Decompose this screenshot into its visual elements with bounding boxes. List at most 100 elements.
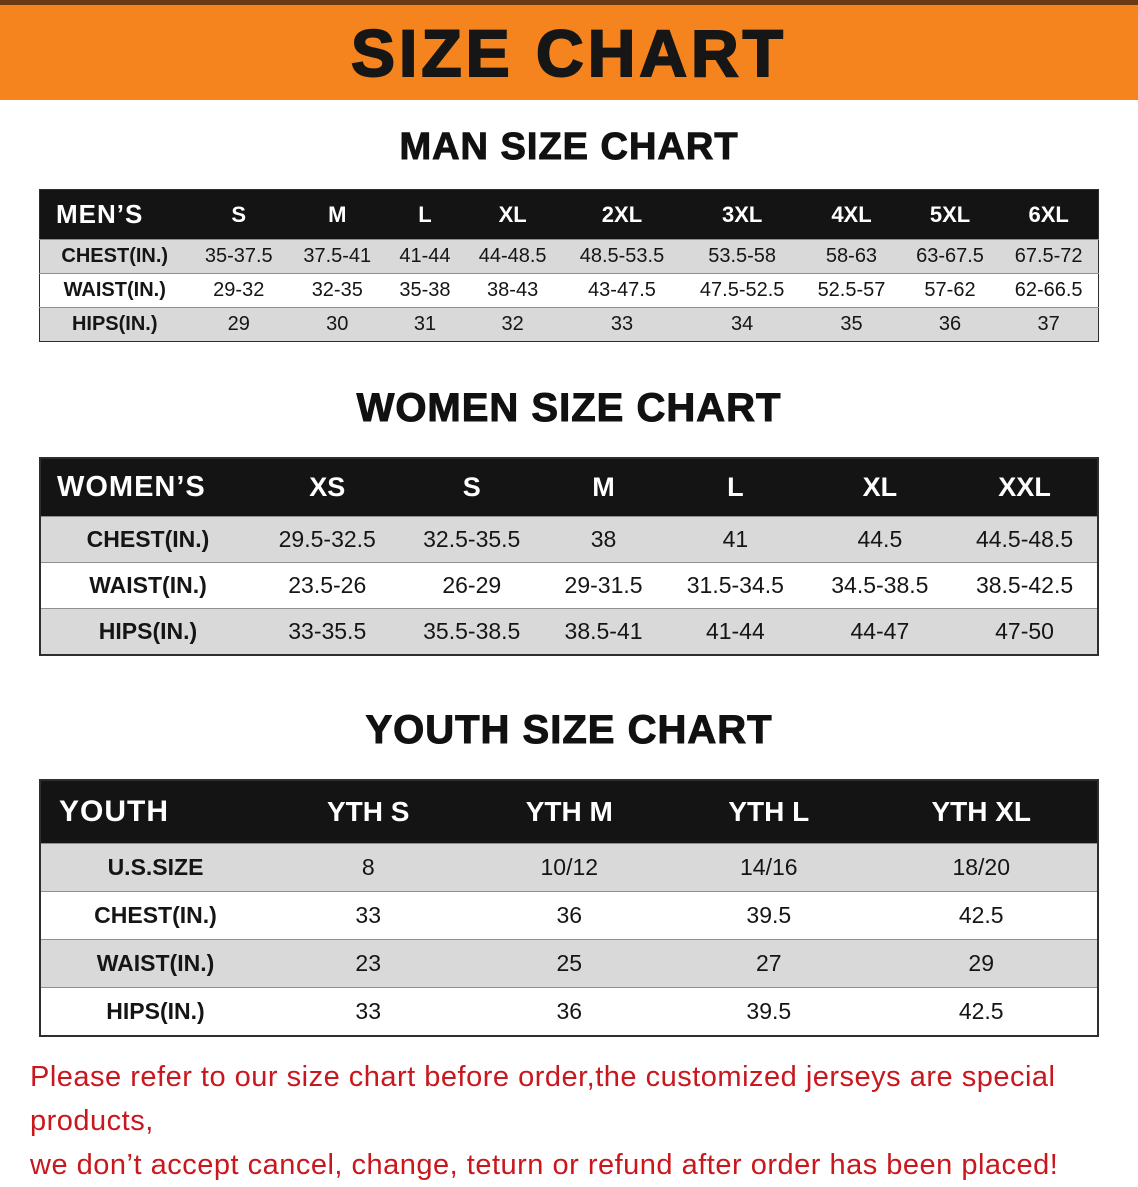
size-value-cell: 8 [270, 843, 467, 892]
size-value-cell: 35.5-38.5 [399, 608, 544, 655]
measurement-row: WAIST(IN.) 23.5-26 26-29 29-31.5 31.5-34.5 34… [40, 562, 1098, 609]
size-value-cell: 43-47.5 [561, 273, 683, 308]
size-column-header: YTH XL [931, 796, 1031, 827]
size-value-cell: 44-47 [807, 608, 953, 655]
size-value-cell: 32.5-35.5 [399, 516, 544, 563]
size-column-header: 3XL [721, 201, 763, 227]
size-value-cell: 26-29 [399, 562, 544, 609]
size-value-cell: 33 [270, 891, 467, 940]
measurement-row: HIPS(IN.) 29 30 31 32 33 34 35 36 37 [39, 307, 1099, 342]
size-value-cell: 52.5-57 [802, 273, 901, 308]
size-value-cell: 29 [865, 939, 1098, 988]
men-size-table: MEN’S S M L XL 2XL 3XL 4XL 5XL 6XL CHEST(IN.) 35-37… [39, 189, 1099, 342]
youth-section-heading: YOUTH SIZE CHART [365, 708, 773, 753]
size-value-cell: 37 [999, 307, 1099, 342]
size-value-cell: 36 [466, 891, 673, 940]
size-value-cell: 53.5-58 [682, 239, 803, 274]
women-size-section: WOMEN SIZE CHART WOMEN’S XS S M L XL XXL CHEST(… [0, 386, 1138, 656]
size-column-header: YTH S [326, 796, 410, 827]
size-column-header: L [418, 201, 432, 227]
size-value-cell: 63-67.5 [900, 239, 1000, 274]
size-value-cell: 33-35.5 [255, 608, 400, 655]
size-value-cell: 32 [463, 307, 562, 342]
table-header-row: MEN’S S M L XL 2XL 3XL 4XL 5XL 6XL [39, 189, 1099, 240]
measurement-row: WAIST(IN.) 29-32 32-35 35-38 38-43 43-47.5 47.… [39, 273, 1099, 308]
size-value-cell: 29 [189, 307, 289, 342]
size-value-cell: 34 [682, 307, 803, 342]
measurement-row: U.S.SIZE 8 10/12 14/16 18/20 [40, 843, 1098, 892]
measurement-row-label: CHEST(IN.) [39, 239, 190, 274]
size-value-cell: 44.5-48.5 [952, 516, 1098, 563]
size-value-cell: 18/20 [865, 843, 1098, 892]
measurement-row-label: WAIST(IN.) [39, 273, 190, 308]
measurement-row: CHEST(IN.) 33 36 39.5 42.5 [40, 891, 1098, 940]
measurement-row-label: WAIST(IN.) [40, 939, 270, 988]
men-size-section: MAN SIZE CHART MEN’S S M L XL 2XL 3XL 4XL 5XL 6XL… [0, 126, 1138, 342]
size-value-cell: 32-35 [288, 273, 387, 308]
size-column-header: L [727, 472, 744, 502]
table-group-label: MEN’S [56, 199, 144, 229]
size-value-cell: 44.5 [807, 516, 953, 563]
size-value-cell: 38 [544, 516, 664, 563]
measurement-row-label: U.S.SIZE [40, 843, 270, 892]
size-column-header: S [462, 472, 481, 502]
size-column-header: M [328, 201, 347, 227]
size-value-cell: 58-63 [802, 239, 901, 274]
women-size-table: WOMEN’S XS S M L XL XXL CHEST(IN.) 29.5-32.5 32.5… [39, 457, 1099, 656]
table-header-row: YOUTH YTH S YTH M YTH L YTH XL [40, 780, 1098, 844]
size-value-cell: 62-66.5 [999, 273, 1099, 308]
size-value-cell: 44-48.5 [463, 239, 562, 274]
notice-line-2: we don’t accept cancel, change, teturn o… [30, 1149, 1059, 1181]
measurement-row: WAIST(IN.) 23 25 27 29 [40, 939, 1098, 988]
size-value-cell: 57-62 [900, 273, 1000, 308]
men-section-heading: MAN SIZE CHART [399, 126, 739, 169]
size-value-cell: 36 [900, 307, 1000, 342]
youth-size-table: YOUTH YTH S YTH M YTH L YTH XL U.S.SIZE 8 10/12… [39, 779, 1099, 1037]
size-column-header: XS [309, 472, 346, 502]
size-value-cell: 47-50 [952, 608, 1098, 655]
size-value-cell: 31.5-34.5 [663, 562, 808, 609]
measurement-row-label: WAIST(IN.) [40, 562, 255, 609]
size-value-cell: 29.5-32.5 [255, 516, 400, 563]
size-value-cell: 27 [672, 939, 866, 988]
order-notice: Please refer to our size chart before or… [0, 1037, 1138, 1187]
size-value-cell: 38-43 [463, 273, 562, 308]
measurement-row-label: HIPS(IN.) [39, 307, 190, 342]
size-value-cell: 23 [270, 939, 467, 988]
size-value-cell: 29-32 [189, 273, 289, 308]
size-value-cell: 67.5-72 [999, 239, 1099, 274]
size-column-header: S [231, 201, 247, 227]
size-value-cell: 33 [270, 987, 467, 1036]
notice-line-1: Please refer to our size chart before or… [30, 1061, 1056, 1137]
size-value-cell: 48.5-53.5 [561, 239, 683, 274]
size-column-header: YTH L [728, 796, 810, 827]
size-value-cell: 33 [561, 307, 683, 342]
size-value-cell: 47.5-52.5 [682, 273, 803, 308]
measurement-row-label: CHEST(IN.) [40, 891, 270, 940]
size-value-cell: 42.5 [865, 987, 1098, 1036]
size-value-cell: 41 [663, 516, 808, 563]
size-value-cell: 30 [288, 307, 387, 342]
size-value-cell: 10/12 [466, 843, 673, 892]
size-value-cell: 38.5-42.5 [952, 562, 1098, 609]
size-column-header: XXL [998, 472, 1051, 502]
size-value-cell: 41-44 [386, 239, 464, 274]
table-header-row: WOMEN’S XS S M L XL XXL [40, 458, 1098, 517]
size-value-cell: 38.5-41 [544, 608, 664, 655]
size-value-cell: 31 [386, 307, 464, 342]
size-value-cell: 37.5-41 [288, 239, 387, 274]
measurement-row: HIPS(IN.) 33 36 39.5 42.5 [40, 987, 1098, 1036]
measurement-row: CHEST(IN.) 35-37.5 37.5-41 41-44 44-48.5 48.5… [39, 239, 1099, 274]
measurement-row-label: CHEST(IN.) [40, 516, 255, 563]
size-value-cell: 29-31.5 [544, 562, 664, 609]
size-value-cell: 23.5-26 [255, 562, 400, 609]
size-value-cell: 14/16 [672, 843, 866, 892]
size-value-cell: 39.5 [672, 891, 866, 940]
size-column-header: XL [862, 472, 898, 502]
measurement-row-label: HIPS(IN.) [40, 987, 270, 1036]
size-value-cell: 35-37.5 [189, 239, 289, 274]
title-banner: SIZE CHART [0, 0, 1138, 100]
measurement-row: HIPS(IN.) 33-35.5 35.5-38.5 38.5-41 41-44 44-… [40, 608, 1098, 655]
size-value-cell: 35-38 [386, 273, 464, 308]
